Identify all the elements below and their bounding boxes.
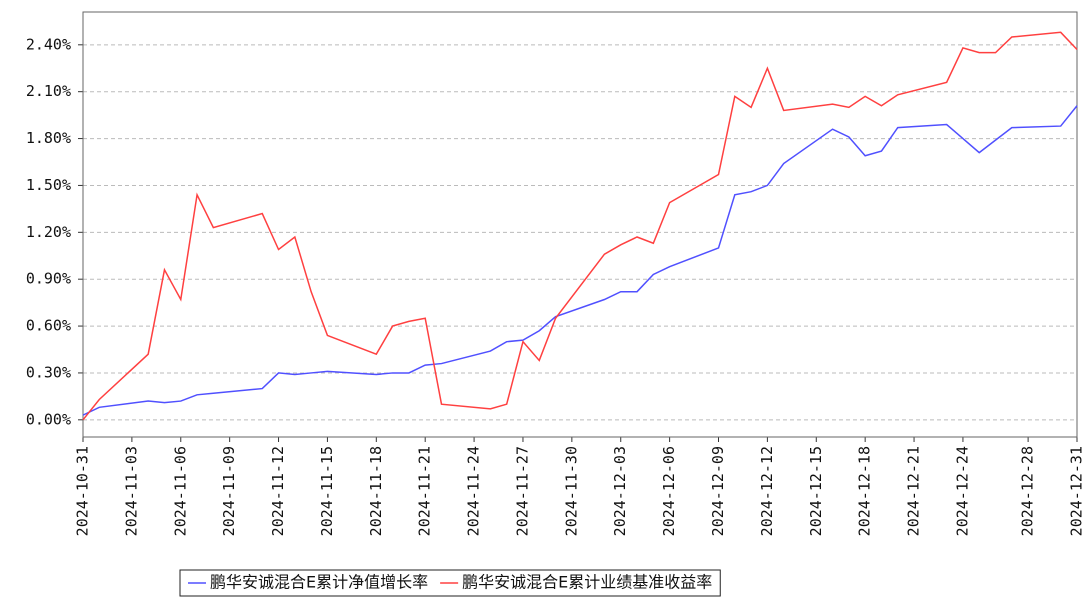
y-tick-label: 0.30% — [26, 363, 71, 381]
x-tick-label: 2024-11-27 — [513, 446, 531, 536]
series-line — [82, 105, 1078, 416]
x-tick-label: 2024-12-24 — [953, 446, 971, 536]
x-tick-label: 2024-12-31 — [1068, 446, 1086, 536]
y-tick-label: 2.40% — [26, 35, 71, 53]
x-tick-label: 2024-11-21 — [416, 446, 434, 536]
x-tick-label: 2024-11-24 — [465, 446, 483, 536]
x-tick-label: 2024-11-06 — [171, 446, 189, 536]
x-tick-label: 2024-12-15 — [807, 446, 825, 536]
y-tick-label: 0.90% — [26, 270, 71, 288]
x-tick-label: 2024-12-06 — [660, 446, 678, 536]
x-tick-label: 2024-12-21 — [905, 446, 923, 536]
legend: 鹏华安诚混合E累计净值增长率 鹏华安诚混合E累计业绩基准收益率 — [179, 569, 721, 597]
y-tick-label: 1.80% — [26, 129, 71, 147]
y-tick-label: 1.20% — [26, 223, 71, 241]
y-tick-label: 0.60% — [26, 317, 71, 335]
y-tick-label: 1.50% — [26, 176, 71, 194]
x-tick-label: 2024-11-09 — [220, 446, 238, 536]
x-tick-label: 2024-12-03 — [611, 446, 629, 536]
legend-label: 鹏华安诚混合E累计净值增长率 — [210, 573, 428, 592]
x-tick-label: 2024-12-12 — [758, 446, 776, 536]
x-tick-label: 2024-11-03 — [122, 446, 140, 536]
legend-box — [179, 569, 721, 597]
x-tick-label: 2024-11-12 — [269, 446, 287, 536]
y-tick-label: 2.10% — [26, 82, 71, 100]
legend-label: 鹏华安诚混合E累计业绩基准收益率 — [462, 573, 712, 592]
plot-frame — [82, 11, 1078, 438]
x-tick-label: 2024-10-31 — [74, 446, 92, 536]
x-tick-label: 2024-11-18 — [367, 446, 385, 536]
x-tick-label: 2024-12-09 — [709, 446, 727, 536]
x-tick-label: 2024-11-15 — [318, 446, 336, 536]
x-tick-label: 2024-12-18 — [856, 446, 874, 536]
series-line — [82, 31, 1078, 421]
x-tick-label: 2024-11-30 — [562, 446, 580, 536]
y-tick-label: 0.00% — [26, 410, 71, 428]
x-tick-label: 2024-12-28 — [1019, 446, 1037, 536]
